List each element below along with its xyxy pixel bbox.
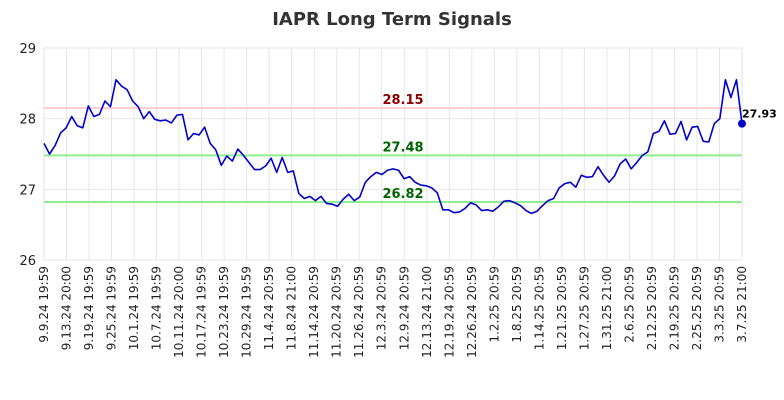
reference-line-label: 28.15 bbox=[382, 93, 423, 108]
reference-line-label: 27.48 bbox=[382, 140, 423, 155]
axis-labels: 26 27 28 29 9.9.24 19:59 9.13.24 20:00 9.19.24… bbox=[19, 42, 749, 358]
grid bbox=[43, 47, 743, 261]
annotation-layer: 28.15 27.48 26.82 27.93 bbox=[382, 93, 776, 202]
chart-title: IAPR Long Term Signals bbox=[272, 9, 512, 30]
y-tick-label: 28 bbox=[19, 113, 36, 128]
x-tick-label: 10.29.24 19:59 bbox=[240, 266, 254, 358]
x-tick-label: 3.7.25 21:00 bbox=[735, 266, 749, 343]
x-tick-label: 1.31.25 21:00 bbox=[600, 266, 614, 350]
x-tick-label: 9.19.24 19:59 bbox=[82, 266, 96, 350]
x-tick-label: 12.9.24 20:59 bbox=[397, 266, 411, 350]
x-tick-label: 1.27.25 20:59 bbox=[577, 266, 591, 350]
last-value-point bbox=[738, 119, 746, 128]
x-tick-label: 11.20.24 20:59 bbox=[330, 266, 344, 358]
y-tick-label: 27 bbox=[19, 183, 36, 198]
x-tick-label: 1.21.25 20:59 bbox=[555, 266, 569, 350]
x-tick-label: 2.19.25 20:59 bbox=[667, 266, 681, 350]
x-tick-label: 12.13.24 21:00 bbox=[420, 266, 434, 358]
x-tick-label: 9.25.24 19:59 bbox=[105, 266, 119, 350]
last-value-label: 27.93 bbox=[742, 108, 777, 121]
x-tick-label: 9.13.24 20:00 bbox=[60, 266, 74, 350]
x-tick-label: 11.8.24 21:00 bbox=[285, 266, 299, 350]
x-tick-label: 2.25.25 20:59 bbox=[690, 266, 704, 350]
x-tick-label: 2.12.25 20:59 bbox=[645, 266, 659, 350]
y-tick-label: 29 bbox=[19, 42, 36, 57]
x-tick-label: 10.17.24 19:59 bbox=[195, 266, 209, 358]
x-tick-label: 9.9.24 19:59 bbox=[37, 266, 51, 343]
x-tick-label: 12.3.24 20:59 bbox=[375, 266, 389, 350]
x-tick-label: 1.14.25 20:59 bbox=[532, 266, 546, 350]
x-tick-label: 12.26.24 20:59 bbox=[465, 266, 479, 358]
x-tick-label: 10.11.24 20:00 bbox=[172, 266, 186, 358]
x-tick-label: 11.26.24 20:59 bbox=[352, 266, 366, 358]
x-tick-label: 10.1.24 19:59 bbox=[127, 266, 141, 350]
price-series-line bbox=[43, 79, 743, 215]
x-tick-label: 12.19.24 20:59 bbox=[442, 266, 456, 358]
series-layer bbox=[43, 79, 746, 215]
x-tick-label: 10.23.24 19:59 bbox=[217, 266, 231, 358]
x-tick-label: 10.7.24 19:59 bbox=[150, 266, 164, 350]
x-tick-label: 11.14.24 20:59 bbox=[307, 266, 321, 358]
x-tick-label: 1.8.25 20:59 bbox=[510, 266, 524, 343]
reference-lines bbox=[44, 107, 742, 204]
reference-line-label: 26.82 bbox=[382, 187, 423, 202]
x-tick-label: 1.2.25 20:59 bbox=[487, 266, 501, 343]
x-tick-label: 2.6.25 20:59 bbox=[622, 266, 636, 343]
y-tick-label: 26 bbox=[19, 254, 36, 269]
x-tick-label: 3.3.25 20:59 bbox=[712, 266, 726, 343]
x-tick-label: 11.4.24 20:59 bbox=[262, 266, 276, 350]
